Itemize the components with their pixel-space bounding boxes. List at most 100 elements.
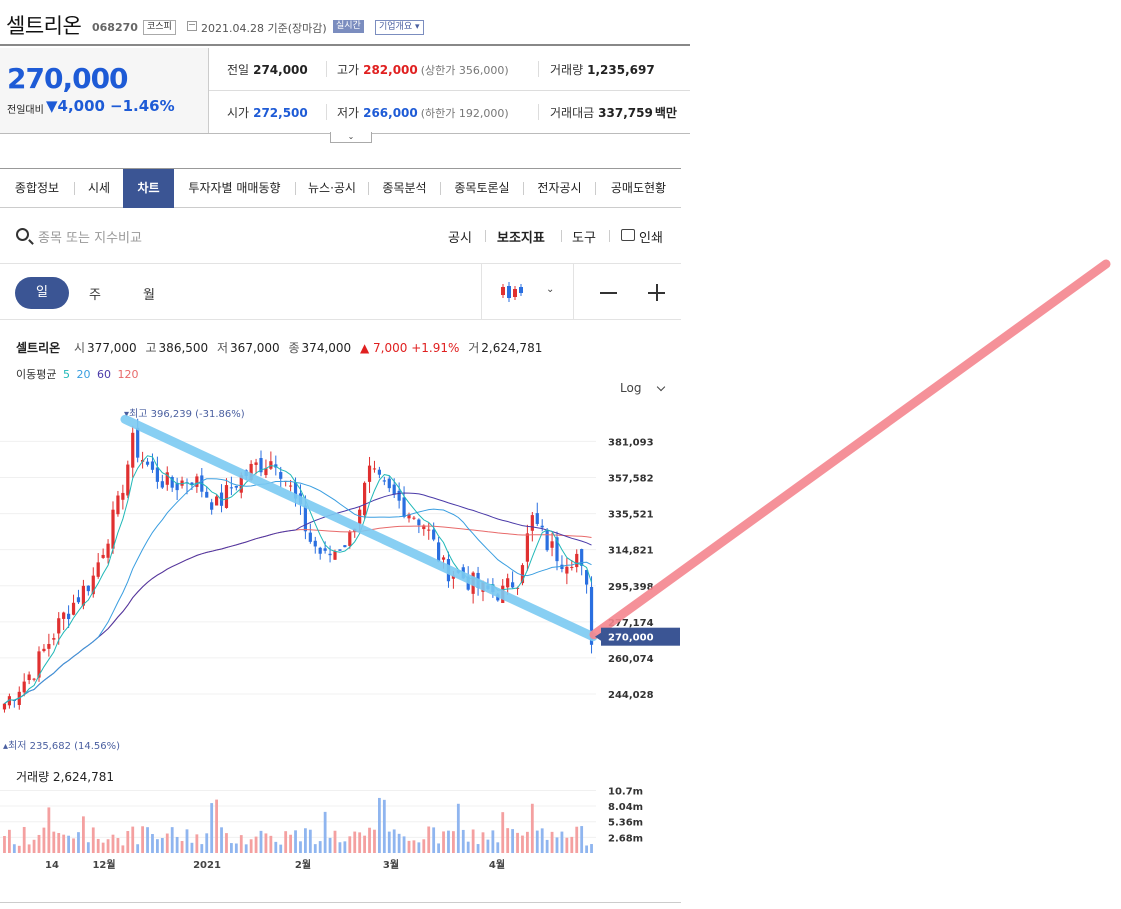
info-volume: 2,624,781 — [481, 341, 543, 355]
candle-body — [535, 513, 539, 524]
candle-body — [160, 481, 164, 488]
volume-bar — [185, 829, 189, 853]
x-tick-label: 3월 — [383, 859, 399, 871]
candle-body — [180, 480, 184, 486]
max-price-label: ▾최고 396,239 (-31.86%) — [124, 408, 245, 420]
calendar-icon — [187, 21, 197, 31]
divider — [481, 264, 482, 320]
period-day-button[interactable]: 일 — [15, 277, 69, 309]
disclosure-button[interactable]: 공시 — [448, 231, 472, 246]
volume-bar — [170, 827, 174, 853]
ohlc-info: 셀트리온 시 377,000 고 386,500 저 367,000 종 374,000… — [16, 339, 547, 356]
volume-bar — [200, 844, 204, 853]
quote-divider — [209, 90, 690, 91]
candle-body — [264, 468, 268, 476]
volume-bar — [165, 833, 169, 853]
candle-body — [229, 487, 233, 489]
volume-bar — [294, 830, 297, 853]
candle-body — [52, 638, 56, 640]
volume-bar — [220, 827, 223, 853]
candle-body — [239, 475, 243, 493]
amount-value: 337,759 — [598, 106, 653, 120]
volume-bar — [205, 833, 209, 853]
indicator-button[interactable]: 보조지표 — [497, 231, 545, 246]
candle-body — [343, 545, 347, 548]
period-week-button[interactable]: 주 — [89, 288, 101, 303]
scale-mode[interactable]: Log — [620, 381, 642, 395]
candle-body — [441, 557, 446, 560]
ma-120[interactable]: 120 — [117, 368, 139, 381]
candle-body — [432, 529, 436, 540]
tab-news[interactable]: 뉴스·공시 — [308, 181, 356, 195]
volume-bar — [101, 842, 105, 853]
divider — [595, 182, 596, 195]
y-tick-label: 381,093 — [608, 437, 654, 448]
candle-body — [165, 472, 169, 485]
tab-price[interactable]: 시세 — [87, 181, 111, 195]
chart-toolbar: 종목 또는 지수비교 공시 보조지표 도구 인쇄 — [0, 208, 681, 264]
expand-toggle-button[interactable]: ⌄ — [330, 132, 372, 143]
stock-name: 셀트리온 — [6, 14, 82, 38]
candle-body — [308, 532, 312, 542]
compare-search-input[interactable]: 종목 또는 지수비교 — [38, 231, 142, 246]
tab-disclosure[interactable]: 전자공시 — [537, 181, 582, 195]
realtime-badge[interactable]: 실시간 — [333, 20, 364, 33]
ma-20[interactable]: 20 — [76, 368, 91, 381]
divider — [609, 230, 610, 242]
tab-overview[interactable]: 종합정보 — [14, 181, 60, 195]
print-icon[interactable] — [621, 229, 635, 241]
volume-bar — [91, 827, 95, 853]
candlestick-type-icon[interactable] — [500, 280, 526, 304]
candle-body — [47, 643, 51, 649]
stock-code: 068270 — [92, 21, 138, 34]
candle-body — [234, 485, 238, 488]
volume-bar — [526, 831, 529, 853]
zoom-out-button[interactable] — [600, 292, 617, 294]
tab-analysis[interactable]: 종목분석 — [382, 181, 427, 195]
volume-bar — [328, 837, 332, 853]
volume-bar — [156, 839, 159, 853]
candle-body — [525, 533, 529, 562]
tab-discussion[interactable]: 종목토론실 — [454, 181, 510, 195]
volume-bar — [195, 834, 199, 853]
volume-bar — [585, 845, 588, 853]
volume-bar — [57, 833, 61, 853]
zoom-in-button[interactable] — [648, 284, 665, 301]
candle-body — [412, 517, 416, 519]
period-month-button[interactable]: 월 — [143, 288, 155, 303]
chevron-down-icon[interactable] — [656, 382, 666, 392]
x-tick-label: 2월 — [295, 859, 311, 871]
ma-60[interactable]: 60 — [96, 368, 111, 381]
divider — [295, 182, 296, 195]
ma-5[interactable]: 5 — [62, 368, 70, 381]
volume-bar — [126, 831, 130, 853]
chevron-down-icon[interactable]: ⌄ — [546, 284, 555, 295]
print-button[interactable]: 인쇄 — [639, 231, 663, 246]
tab-chart[interactable]: 차트 — [123, 169, 174, 208]
search-icon[interactable] — [16, 228, 29, 241]
volume-bar — [279, 844, 283, 853]
volume-bar — [17, 845, 21, 853]
candle-body — [555, 537, 559, 562]
volume-bar — [77, 832, 80, 853]
volume-bar — [461, 829, 465, 853]
volume-bar — [37, 834, 41, 853]
candle-body — [215, 496, 219, 506]
tab-short-selling[interactable]: 공매도현황 — [610, 181, 667, 195]
divider — [485, 230, 486, 242]
scale-selector[interactable]: Log — [620, 381, 666, 395]
change-label: 전일대비 — [7, 105, 44, 116]
tab-investor[interactable]: 투자자별 매매동향 — [188, 181, 281, 195]
volume-tick-label: 2.68m — [608, 833, 643, 844]
candle-body — [116, 495, 120, 515]
volume-bar — [422, 839, 426, 853]
corp-overview-button[interactable]: 기업개요 ▾ — [375, 20, 424, 35]
volume-bar — [382, 799, 386, 853]
volume-bar — [392, 829, 396, 853]
info-name: 셀트리온 — [16, 341, 61, 355]
info-low-label: 저 — [217, 341, 229, 355]
tools-button[interactable]: 도구 — [572, 231, 596, 246]
volume-bar — [550, 831, 554, 853]
volume-bar — [308, 829, 312, 853]
